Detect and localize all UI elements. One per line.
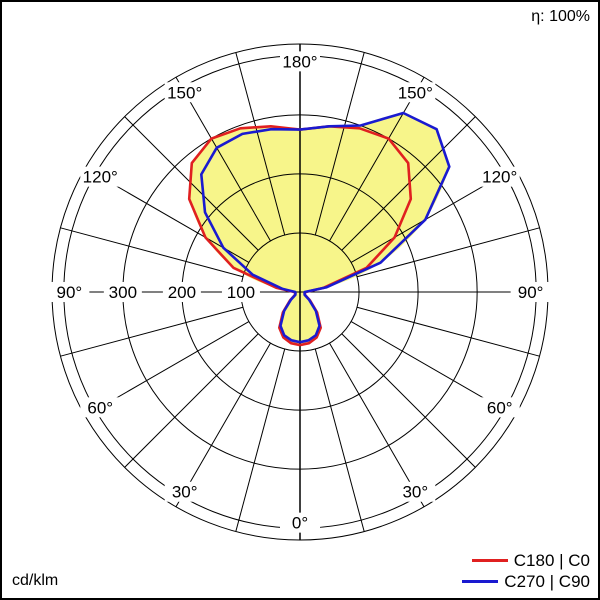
grid-spoke-45 — [341, 333, 476, 468]
angle-label-150-left-bg — [164, 82, 205, 103]
angle-label-90-right: 90° — [518, 283, 544, 302]
grid-spoke-165 — [314, 52, 365, 236]
ring-label-bg-100 — [221, 282, 260, 302]
angle-label-0-bg — [280, 512, 320, 533]
angle-label-150-left: 150° — [167, 83, 202, 102]
label-layer: 100 200 300 180° 150° 150° 120° 120° 90° 90° 60° 60… — [49, 51, 551, 533]
intensity-fill-area — [189, 113, 450, 346]
angle-label-90-left-bg — [49, 282, 90, 302]
grid-spoke-15 — [314, 348, 365, 532]
angle-label-60-left-bg — [80, 397, 121, 418]
angle-label-120-right-bg — [479, 166, 520, 187]
angle-label-180: 180° — [282, 52, 317, 71]
grid-spoke-30 — [329, 342, 425, 508]
legend-item-c90: C270 | C90 — [462, 571, 590, 592]
angle-label-150-right-bg — [395, 82, 436, 103]
angle-label-180-bg — [280, 51, 320, 72]
angle-label-90-right-bg — [510, 282, 551, 302]
ring-label-bg-300 — [103, 282, 142, 302]
ring-label-200: 200 — [168, 283, 196, 302]
angle-label-30-left-bg — [164, 481, 205, 502]
grid-spoke-105 — [356, 227, 540, 278]
unit-label: cd/klm — [12, 572, 59, 589]
grid-spoke-345 — [235, 348, 286, 532]
angle-label-150-right: 150° — [398, 83, 433, 102]
angle-label-60-right: 60° — [487, 398, 513, 417]
curve-layer — [187, 111, 451, 347]
angle-label-30-right: 30° — [402, 483, 428, 502]
grid-spoke-75 — [356, 306, 540, 357]
legend-label-c0: C180 | C0 — [513, 550, 590, 570]
grid-spoke-285 — [60, 306, 244, 357]
angle-label-120-right: 120° — [482, 168, 517, 187]
ring-label-100: 100 — [227, 283, 255, 302]
grid-spoke-315 — [124, 333, 259, 468]
angle-label-30-left: 30° — [172, 483, 198, 502]
grid-spoke-150 — [329, 76, 425, 242]
curve-c90-right — [299, 111, 451, 344]
legend-label-c90: C270 | C90 — [504, 571, 590, 591]
ring-label-bg-200 — [162, 282, 201, 302]
angle-label-60-left: 60° — [87, 398, 113, 417]
grid-spoke-255 — [60, 227, 244, 278]
ring-label-300: 300 — [109, 283, 137, 302]
curve-c90-left — [200, 127, 301, 344]
legend-swatch-c0 — [471, 559, 508, 562]
efficiency-label: η: 100% — [531, 8, 590, 25]
angle-label-90-left: 90° — [57, 283, 83, 302]
grid-spoke-195 — [235, 52, 286, 236]
legend-swatch-c90 — [462, 580, 499, 583]
grid-spoke-330 — [175, 342, 271, 508]
fill-layer — [189, 113, 450, 346]
grid-spoke-210 — [175, 76, 271, 242]
angle-label-0: 0° — [292, 514, 308, 533]
angle-label-120-left-bg — [80, 166, 121, 187]
angle-label-120-left: 120° — [83, 168, 118, 187]
angle-label-60-right-bg — [479, 397, 520, 418]
legend: C180 | C0 C270 | C90 — [462, 550, 590, 592]
legend-item-c0: C180 | C0 — [462, 550, 590, 571]
angle-label-30-right-bg — [395, 481, 436, 502]
